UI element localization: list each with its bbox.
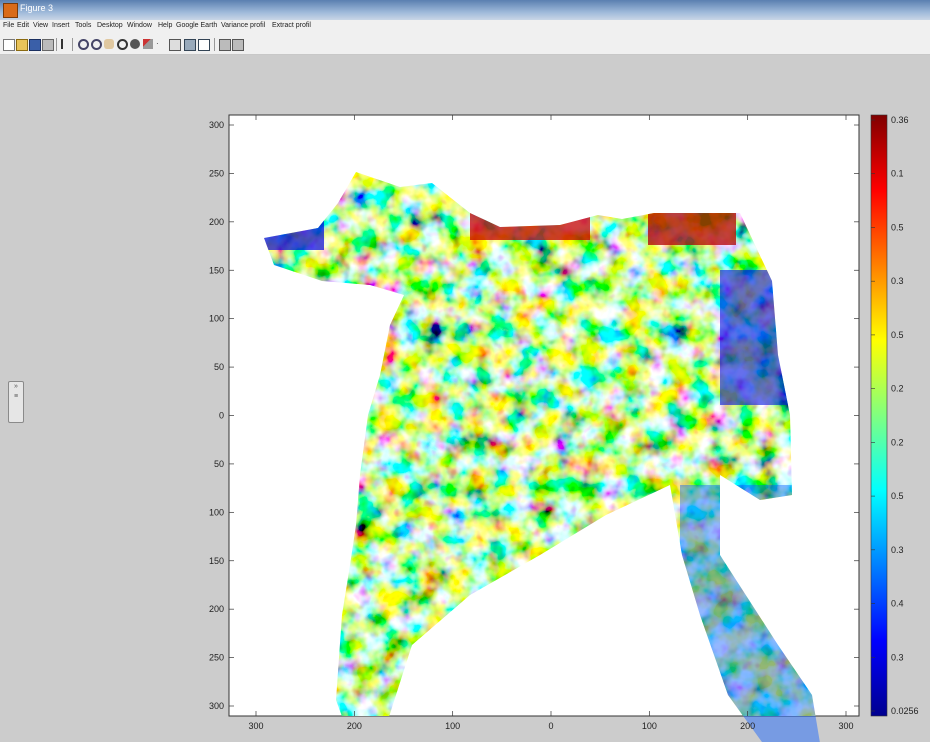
dock-handle[interactable]: » ≡ <box>8 381 24 423</box>
figure-canvas: 300 250 200 150 100 50 0 50 100 150 200 250 300 300 20… <box>0 55 930 742</box>
figure-toolbar: · <box>0 36 930 55</box>
colorbar-tick-label: 0.3 <box>891 276 904 286</box>
colorbar-tick-label: 0.3 <box>891 545 904 555</box>
menu-desktop[interactable]: Desktop <box>97 22 123 29</box>
dock-arrow-icon: » <box>14 383 18 390</box>
menu-file[interactable]: File <box>3 22 15 29</box>
hide-plot-tools-icon[interactable] <box>198 39 210 51</box>
menu-help[interactable]: Help <box>158 22 173 29</box>
colorbar-tick-label: 0.1 <box>891 169 904 179</box>
zoom-out-icon[interactable] <box>91 39 102 50</box>
menu-view[interactable]: View <box>33 22 49 29</box>
menu-google-earth[interactable]: Google Earth <box>176 22 218 29</box>
heatmap-figure: 300 250 200 150 100 50 0 50 100 150 200 250 300 300 20… <box>209 114 919 742</box>
data-cursor-icon[interactable] <box>130 39 140 49</box>
x-tick-label: 300 <box>838 721 853 731</box>
y-tick-label: 300 <box>209 701 224 711</box>
pan-icon[interactable] <box>104 39 114 49</box>
menu-tools[interactable]: Tools <box>75 22 92 29</box>
colorbar-icon[interactable] <box>169 39 181 51</box>
colorbar-tick-label: 0.5 <box>891 491 904 501</box>
y-tick-label: 300 <box>209 120 224 130</box>
y-tick-label: 150 <box>209 556 224 566</box>
open-file-icon[interactable] <box>16 39 28 51</box>
toolbar-separator <box>72 38 73 51</box>
select-arrow-icon[interactable] <box>61 39 73 49</box>
y-tick-label: 150 <box>209 265 224 275</box>
menu-extract-profil[interactable]: Extract profil <box>272 22 311 29</box>
x-tick-label: 200 <box>740 721 755 731</box>
axis-ticks: 300 250 200 150 100 50 0 50 100 150 200 250 300 300 20… <box>209 115 919 731</box>
x-tick-label: 100 <box>445 721 460 731</box>
matlab-icon <box>3 3 18 18</box>
toolbar-separator <box>56 38 57 51</box>
menu-variance-profil[interactable]: Variance profil <box>221 22 266 29</box>
y-tick-label: 100 <box>209 507 224 517</box>
colorbar-tick-label: 0.36 <box>891 115 909 125</box>
save-icon[interactable] <box>29 39 41 51</box>
x-tick-label: 200 <box>347 721 362 731</box>
brush-icon[interactable] <box>143 39 153 49</box>
toolbar-separator <box>214 38 215 51</box>
colorbar <box>870 114 888 717</box>
x-tick-label: 0 <box>548 721 553 731</box>
menu-edit[interactable]: Edit <box>17 22 30 29</box>
x-tick-label: 100 <box>642 721 657 731</box>
y-tick-label: 200 <box>209 604 224 614</box>
y-tick-label: 250 <box>209 653 224 663</box>
window-title: Figure 3 <box>20 3 54 13</box>
menu-window[interactable]: Window <box>127 22 152 29</box>
window-titlebar: Figure 3 <box>0 0 930 20</box>
colorbar-tick-label: 0.2 <box>891 437 904 447</box>
zoom-in-icon[interactable] <box>78 39 89 50</box>
print-icon[interactable] <box>42 39 54 51</box>
menu-bar: File Edit View Insert Tools Desktop Wind… <box>0 20 930 36</box>
new-file-icon[interactable] <box>3 39 15 51</box>
show-plot-tools-icon[interactable] <box>219 39 231 51</box>
menu-insert[interactable]: Insert <box>52 22 70 29</box>
link-icon[interactable]: · <box>156 39 159 48</box>
rotate-icon[interactable] <box>117 39 128 50</box>
y-tick-label: 50 <box>214 459 224 469</box>
colorbar-tick-label: 0.5 <box>891 222 904 232</box>
colorbar-tick-label: 0.3 <box>891 652 904 662</box>
colorbar-tick-label: 0.4 <box>891 599 904 609</box>
y-tick-label: 250 <box>209 168 224 178</box>
x-tick-label: 300 <box>248 721 263 731</box>
colorbar-tick-label: 0.0256 <box>891 706 919 716</box>
colorbar-tick-label: 0.2 <box>891 384 904 394</box>
y-tick-label: 200 <box>209 217 224 227</box>
y-tick-label: 0 <box>219 411 224 421</box>
y-tick-label: 50 <box>214 362 224 372</box>
dock-figure-icon[interactable] <box>232 39 244 51</box>
legend-icon[interactable] <box>184 39 196 51</box>
y-tick-label: 100 <box>209 314 224 324</box>
colorbar-tick-label: 0.5 <box>891 330 904 340</box>
